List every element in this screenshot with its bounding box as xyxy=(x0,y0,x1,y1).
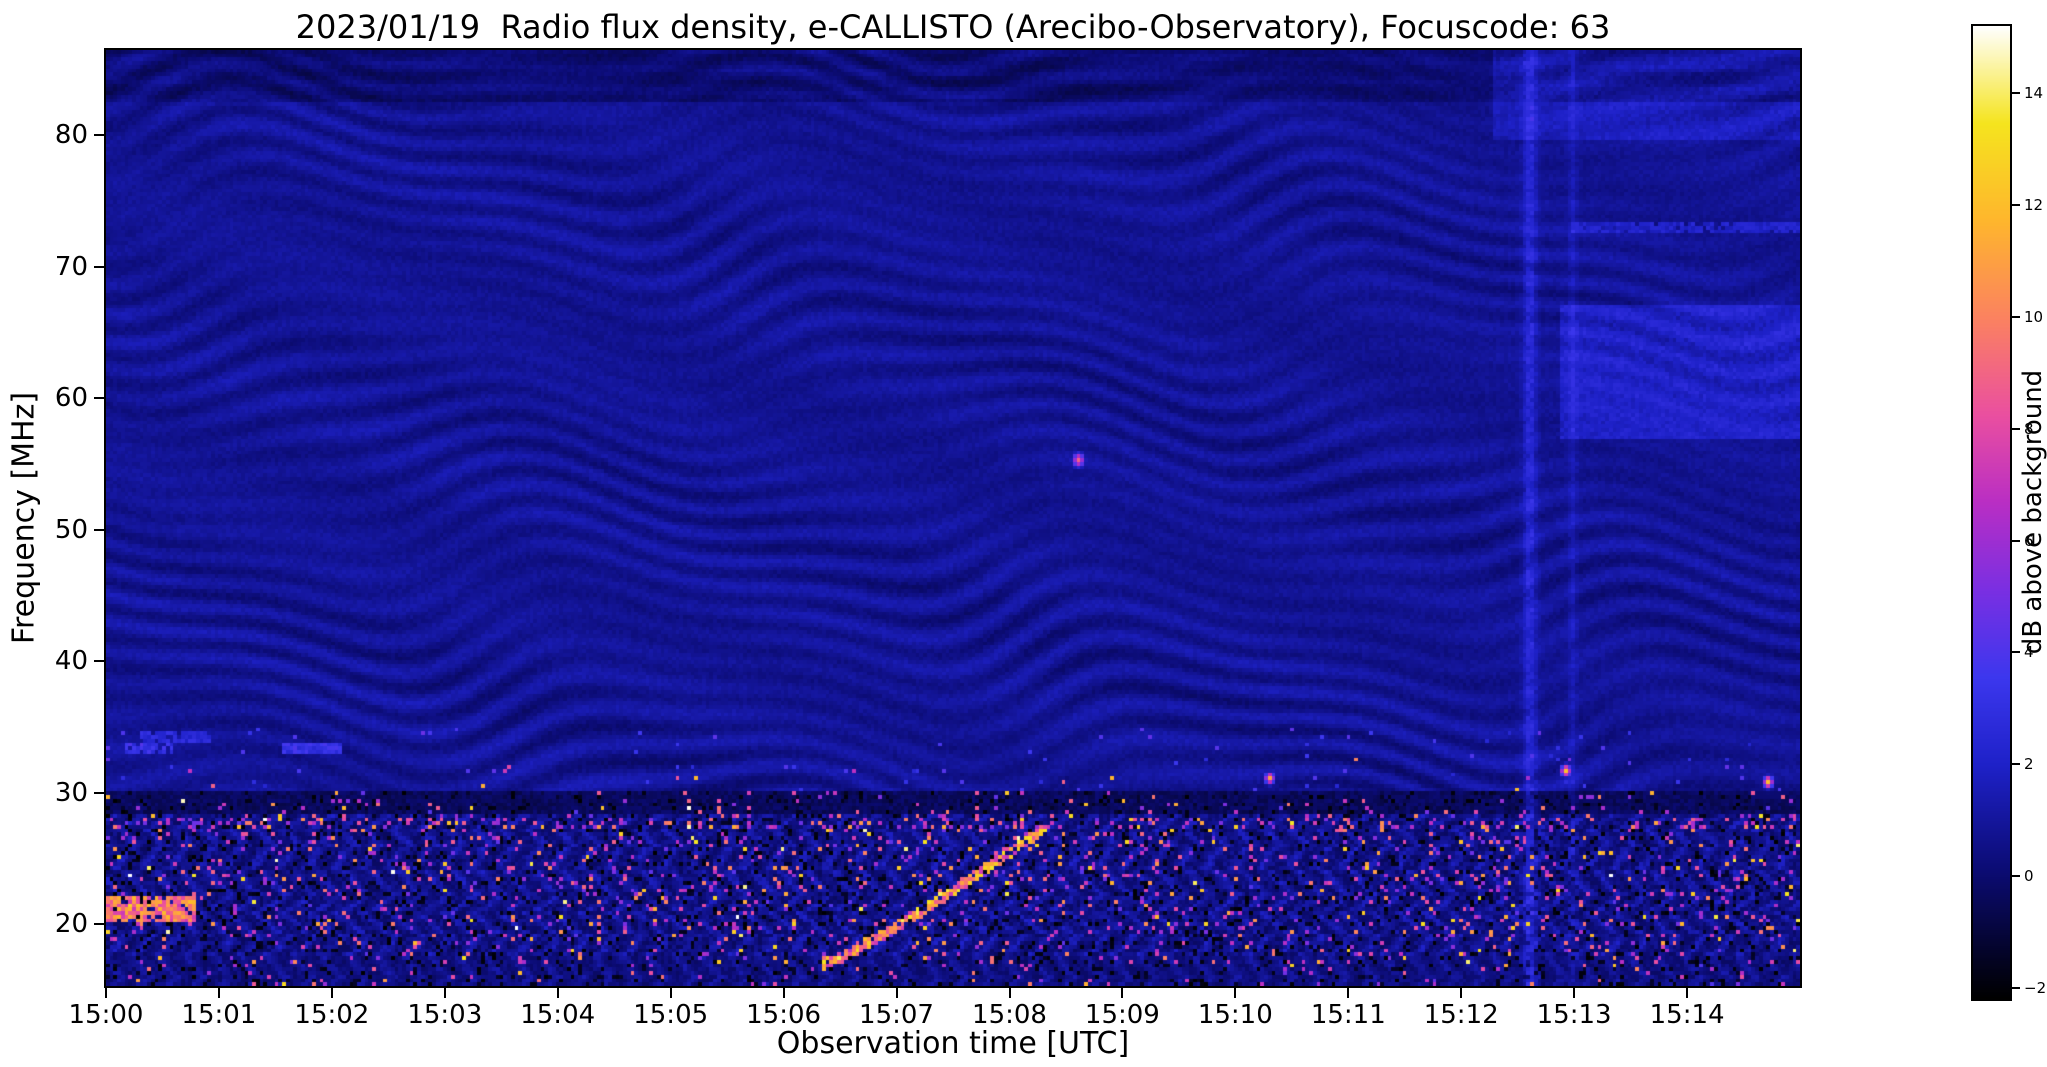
y-tick-label: 20 xyxy=(54,909,88,940)
x-tick-mark xyxy=(669,988,672,998)
colorbar-tick-label: 12 xyxy=(2024,195,2044,214)
y-tick-label: 60 xyxy=(54,383,88,414)
y-tick-label: 40 xyxy=(54,646,88,677)
x-tick-mark xyxy=(1573,988,1576,998)
colorbar-tick-label: 14 xyxy=(2024,84,2044,103)
colorbar-tick-label: 2 xyxy=(2024,755,2034,774)
x-axis-label: Observation time [UTC] xyxy=(776,1026,1130,1061)
y-tick-mark xyxy=(94,397,104,400)
colorbar-tick-mark xyxy=(2012,315,2020,318)
y-tick-mark xyxy=(94,923,104,926)
x-tick-label: 15:03 xyxy=(407,1000,483,1030)
x-tick-label: 15:01 xyxy=(181,1000,257,1030)
y-tick-mark xyxy=(94,134,104,137)
x-tick-mark xyxy=(1686,988,1689,998)
y-tick-label: 80 xyxy=(54,120,88,151)
x-tick-mark xyxy=(1008,988,1011,998)
y-axis-label: Frequency [MHz] xyxy=(6,391,42,645)
x-tick-label: 15:14 xyxy=(1649,1000,1725,1030)
x-tick-label: 15:11 xyxy=(1310,1000,1386,1030)
x-tick-label: 15:13 xyxy=(1536,1000,1612,1030)
x-tick-mark xyxy=(105,988,107,998)
plot-area xyxy=(104,48,1802,988)
x-tick-label: 15:02 xyxy=(294,1000,370,1030)
y-tick-label: 50 xyxy=(54,514,88,545)
x-tick-mark xyxy=(217,988,220,998)
x-tick-mark xyxy=(782,988,785,998)
colorbar-tick-mark xyxy=(2012,92,2020,95)
x-tick-mark xyxy=(1234,988,1237,998)
x-tick-mark xyxy=(443,988,446,998)
chart-title: 2023/01/19 Radio flux density, e-CALLIST… xyxy=(295,8,1611,46)
colorbar-tick-label: 0 xyxy=(2024,867,2034,885)
colorbar xyxy=(1971,24,2012,1001)
colorbar-tick-mark xyxy=(2012,875,2020,877)
colorbar-tick-mark xyxy=(2012,203,2020,206)
colorbar-label: dB above background xyxy=(2018,369,2047,655)
colorbar-tick-label: 10 xyxy=(2024,307,2044,326)
x-tick-label: 15:00 xyxy=(68,1000,144,1030)
x-tick-mark xyxy=(895,988,898,998)
x-tick-label: 15:05 xyxy=(633,1000,709,1030)
y-tick-mark xyxy=(94,528,104,531)
x-tick-mark xyxy=(556,988,559,998)
colorbar-tick-mark xyxy=(2012,763,2020,766)
x-tick-label: 15:10 xyxy=(1197,1000,1273,1030)
y-tick-mark xyxy=(94,791,104,794)
y-tick-mark xyxy=(94,660,104,663)
spectrogram-canvas xyxy=(106,50,1800,986)
colorbar-gradient xyxy=(1973,26,2010,999)
x-tick-label: 15:04 xyxy=(520,1000,596,1030)
colorbar-tick-label: −2 xyxy=(2024,978,2047,997)
y-tick-label: 70 xyxy=(54,251,88,282)
colorbar-tick-mark xyxy=(2012,986,2020,989)
y-tick-mark xyxy=(94,265,104,268)
x-tick-mark xyxy=(330,988,333,998)
x-tick-mark xyxy=(1347,988,1350,998)
x-tick-mark xyxy=(1460,988,1463,998)
x-tick-mark xyxy=(1121,988,1124,998)
x-tick-label: 15:12 xyxy=(1423,1000,1499,1030)
y-tick-label: 30 xyxy=(54,777,88,808)
